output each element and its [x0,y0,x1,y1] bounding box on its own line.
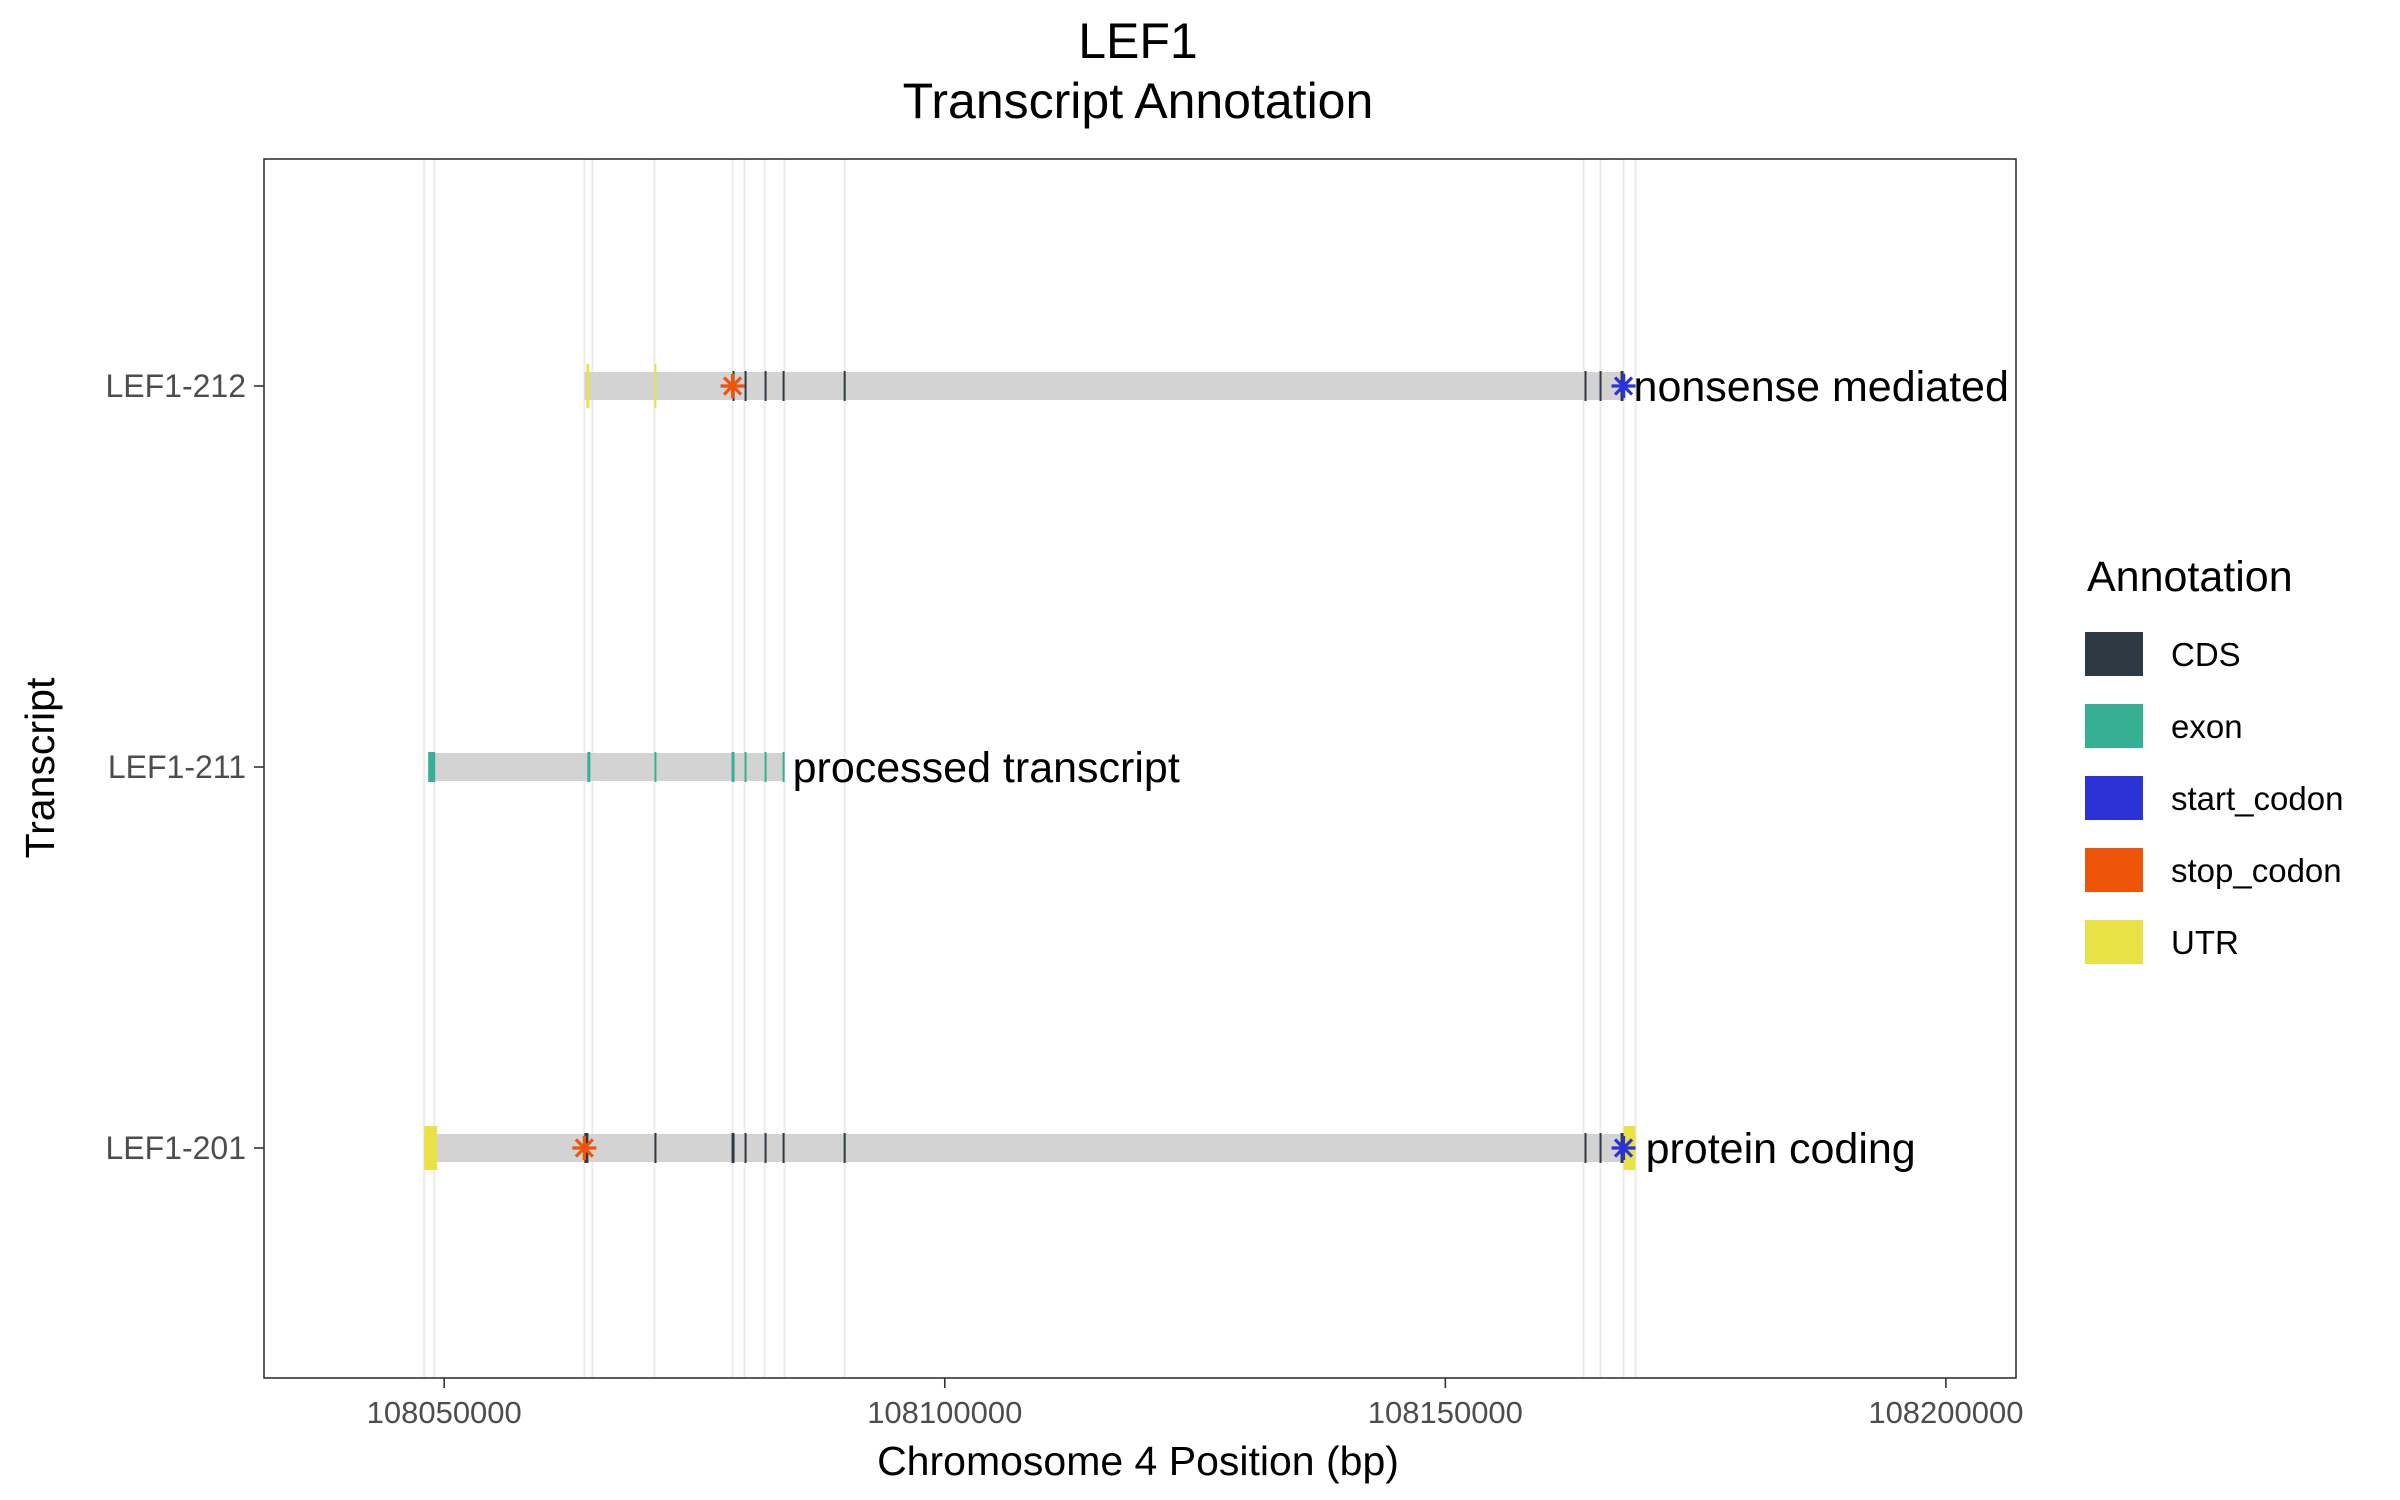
x-tick-label: 108100000 [867,1395,1022,1430]
x-tick-label: 108200000 [1868,1395,2023,1430]
exon-segment [654,752,657,782]
utr-segment [424,1126,438,1170]
cds-segment [782,371,785,401]
transcript-bar [584,372,1626,400]
utr-segment [586,364,590,408]
transcript-bar [428,753,785,781]
y-axis-title: Transcript [17,677,63,858]
transcript-lef1-211: processed transcript [428,744,1180,792]
legend-label: exon [2171,708,2243,745]
legend-item: CDS [2085,632,2241,676]
y-axis: LEF1-212 LEF1-211 LEF1-201 [105,368,264,1166]
legend-swatch [2085,632,2143,676]
legend-swatch [2085,920,2143,964]
x-tick-label: 108150000 [1368,1395,1523,1430]
cds-segment [843,1133,846,1163]
legend: Annotation CDS exon start_codon stop_codon U… [2085,553,2343,964]
legend-label: CDS [2171,636,2241,673]
legend-swatch [2085,776,2143,820]
x-tick-label: 108050000 [367,1395,522,1430]
legend-items: CDS exon start_codon stop_codon UTR [2085,632,2343,964]
cds-segment [764,1133,767,1163]
legend-label: UTR [2171,924,2239,961]
cds-segment [654,1133,657,1163]
stop-codon-marker [720,374,745,398]
chart-title: LEF1 [1078,13,1198,69]
legend-item: start_codon [2085,776,2343,820]
transcript-lef1-212: nonsense mediated [584,363,2009,411]
legend-swatch [2085,704,2143,748]
cds-segment [1599,371,1602,401]
biotype-label: nonsense mediated [1634,363,2009,411]
legend-item: UTR [2085,920,2239,964]
legend-label: stop_codon [2171,852,2342,889]
utr-segment [654,364,657,408]
cds-segment [1584,1133,1587,1163]
legend-item: exon [2085,704,2243,748]
legend-title: Annotation [2087,553,2293,601]
start-codon-marker [1611,374,1636,398]
cds-segment [744,1133,747,1163]
y-tick-label: LEF1-201 [105,1130,246,1166]
legend-swatch [2085,848,2143,892]
cds-segment [1599,1133,1602,1163]
cds-segment [731,1133,735,1163]
cds-segment [1584,371,1587,401]
transcript-lef1-201: protein coding [424,1125,1916,1173]
y-tick-label: LEF1-212 [105,368,246,404]
x-axis-title: Chromosome 4 Position (bp) [877,1438,1399,1484]
cds-segment [744,371,747,401]
exon-segment [428,752,436,782]
exon-segment [744,752,747,782]
cds-segment [782,1133,785,1163]
start-codon-marker [1611,1136,1636,1160]
biotype-label: processed transcript [793,744,1180,792]
transcript-bar [424,1134,1636,1162]
y-tick-label: LEF1-211 [108,749,246,785]
legend-label: start_codon [2171,780,2343,817]
exon-segment [782,752,785,782]
cds-segment [764,371,767,401]
exon-segment [764,752,767,782]
stop-codon-marker [572,1136,597,1160]
cds-segment [843,371,846,401]
panel-border [263,158,2017,1379]
chart-subtitle: Transcript Annotation [903,73,1374,129]
biotype-label: protein coding [1646,1125,1916,1173]
x-axis: 108050000 108100000 108150000 108200000 [367,1378,2024,1430]
transcript-tracks: nonsense mediated processed transcript pro… [424,363,2009,1173]
exon-segment [731,752,735,782]
legend-item: stop_codon [2085,848,2342,892]
exon-segment [587,752,591,782]
